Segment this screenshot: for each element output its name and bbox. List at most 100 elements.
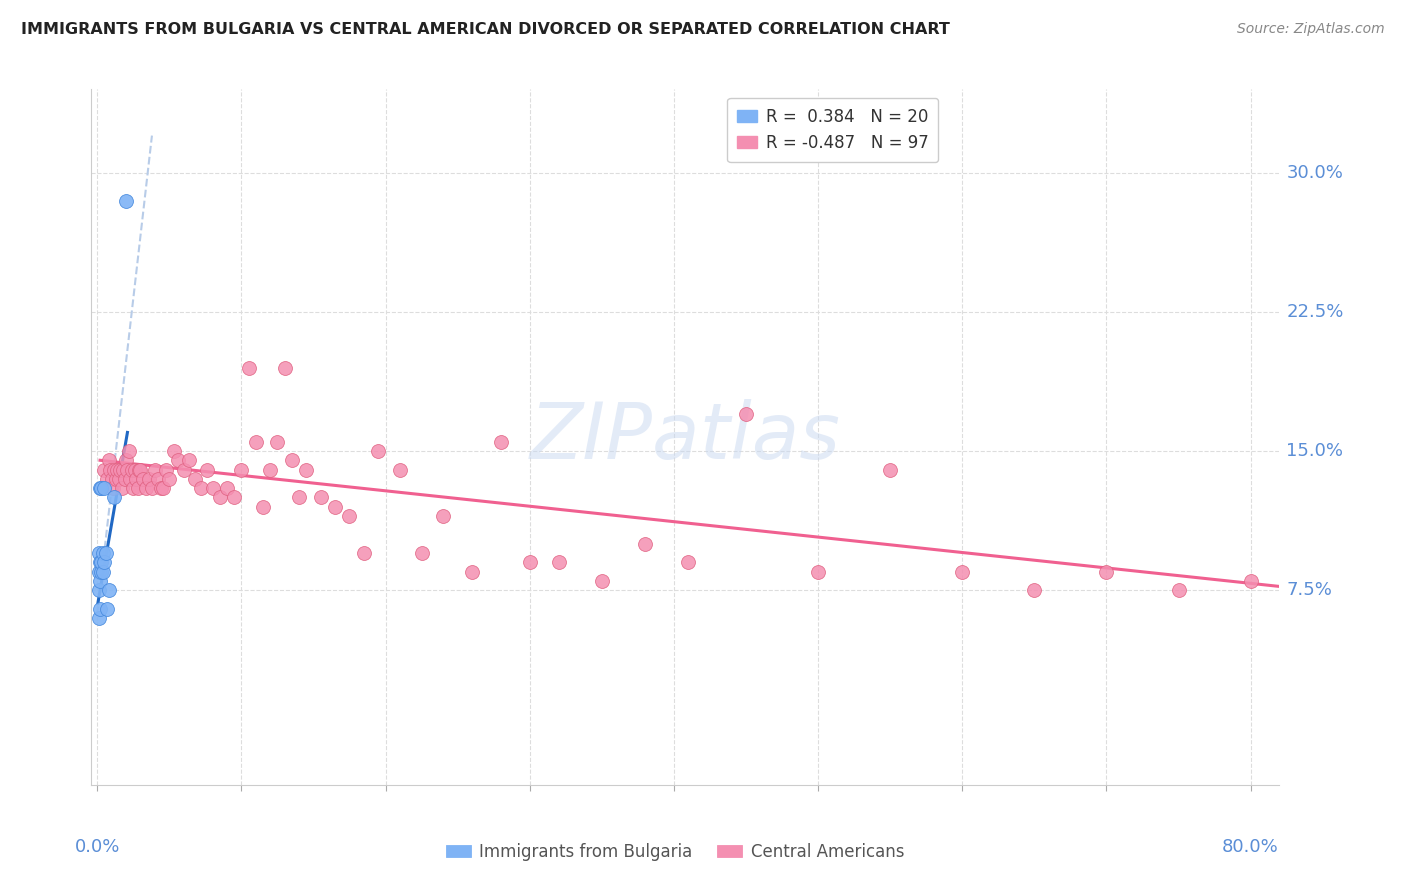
Point — [1095, 565, 1118, 579]
Text: 80.0%: 80.0% — [1222, 838, 1279, 856]
Point — [114, 472, 136, 486]
Point — [103, 491, 125, 505]
Point — [111, 481, 134, 495]
Point — [93, 481, 115, 495]
Point — [90, 481, 112, 495]
Point — [162, 444, 184, 458]
Point — [96, 472, 118, 486]
Point — [90, 555, 112, 569]
Point — [94, 546, 117, 560]
Point — [173, 462, 195, 476]
Point — [245, 434, 267, 449]
Point — [93, 462, 115, 476]
Point — [135, 481, 157, 495]
Text: 15.0%: 15.0% — [1286, 442, 1344, 460]
Point — [115, 453, 138, 467]
Point — [432, 508, 454, 523]
Point — [89, 481, 111, 495]
Point — [950, 565, 973, 579]
Point — [309, 491, 332, 505]
Point — [266, 434, 288, 449]
Point — [127, 481, 149, 495]
Point — [100, 472, 122, 486]
Point — [125, 472, 148, 486]
Point — [87, 583, 110, 598]
Legend: R =  0.384   N = 20, R = -0.487   N = 97: R = 0.384 N = 20, R = -0.487 N = 97 — [727, 97, 938, 161]
Point — [141, 481, 163, 495]
Point — [107, 472, 129, 486]
Point — [879, 462, 901, 476]
Point — [138, 472, 160, 486]
Point — [547, 555, 569, 569]
Point — [89, 555, 111, 569]
Point — [117, 462, 139, 476]
Point — [224, 491, 246, 505]
Text: 7.5%: 7.5% — [1286, 582, 1333, 599]
Legend: Immigrants from Bulgaria, Central Americans: Immigrants from Bulgaria, Central Americ… — [439, 837, 911, 868]
Point — [143, 462, 166, 476]
Point — [411, 546, 433, 560]
Point — [190, 481, 212, 495]
Point — [132, 472, 155, 486]
Point — [208, 491, 231, 505]
Point — [155, 462, 177, 476]
Point — [388, 462, 411, 476]
Text: 0.0%: 0.0% — [75, 838, 120, 856]
Point — [149, 481, 172, 495]
Point — [1024, 583, 1046, 598]
Point — [215, 481, 238, 495]
Point — [97, 453, 120, 467]
Point — [121, 462, 143, 476]
Point — [89, 601, 111, 615]
Point — [115, 194, 138, 208]
Point — [259, 462, 281, 476]
Point — [96, 601, 118, 615]
Text: Source: ZipAtlas.com: Source: ZipAtlas.com — [1237, 22, 1385, 37]
Point — [101, 481, 124, 495]
Point — [103, 462, 125, 476]
Point — [128, 462, 150, 476]
Point — [87, 611, 110, 625]
Point — [519, 555, 541, 569]
Text: 22.5%: 22.5% — [1286, 303, 1344, 321]
Point — [104, 472, 127, 486]
Point — [152, 481, 174, 495]
Point — [353, 546, 375, 560]
Point — [461, 565, 484, 579]
Point — [288, 491, 311, 505]
Point — [124, 462, 146, 476]
Point — [323, 500, 346, 514]
Point — [489, 434, 512, 449]
Point — [93, 555, 115, 569]
Point — [167, 453, 190, 467]
Point — [367, 444, 389, 458]
Point — [87, 565, 110, 579]
Point — [91, 546, 114, 560]
Point — [90, 565, 112, 579]
Point — [201, 481, 224, 495]
Point — [1167, 583, 1189, 598]
Text: ZIPatlas: ZIPatlas — [530, 399, 841, 475]
Point — [735, 407, 758, 421]
Point — [146, 472, 169, 486]
Point — [195, 462, 218, 476]
Point — [89, 574, 111, 588]
Point — [120, 472, 142, 486]
Point — [112, 462, 135, 476]
Point — [97, 583, 120, 598]
Point — [129, 462, 152, 476]
Text: 30.0%: 30.0% — [1286, 164, 1343, 182]
Point — [339, 508, 361, 523]
Point — [157, 472, 180, 486]
Point — [252, 500, 274, 514]
Point — [231, 462, 253, 476]
Point — [87, 546, 110, 560]
Point — [238, 360, 260, 375]
Point — [591, 574, 613, 588]
Point — [91, 565, 114, 579]
Point — [273, 360, 295, 375]
Point — [1239, 574, 1261, 588]
Point — [179, 453, 201, 467]
Point — [295, 462, 318, 476]
Point — [281, 453, 304, 467]
